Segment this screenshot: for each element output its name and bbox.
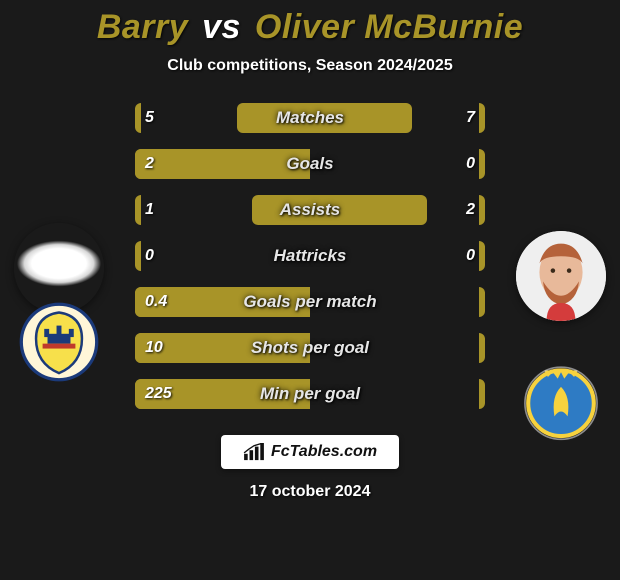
stat-label: Assists xyxy=(280,200,340,220)
stat-row: Assists 1 2 xyxy=(135,195,485,225)
stat-row: Goals 2 0 xyxy=(135,149,485,179)
stat-row: Goals per match 0.4 xyxy=(135,287,485,317)
chart-icon xyxy=(243,443,265,461)
stat-row: Min per goal 225 xyxy=(135,379,485,409)
stat-bar-edge-left xyxy=(135,379,141,409)
stat-bar-edge-left xyxy=(135,241,141,271)
stat-bar-edge-right xyxy=(479,149,485,179)
stat-bar-left-fill xyxy=(135,149,310,179)
shield-icon xyxy=(18,301,100,383)
stat-bar-edge-right xyxy=(479,379,485,409)
stat-label: Shots per goal xyxy=(251,338,369,358)
brand-badge: FcTables.com xyxy=(221,435,399,469)
stat-value-left: 225 xyxy=(145,385,172,403)
stat-bar-edge-right xyxy=(479,333,485,363)
date-text: 17 october 2024 xyxy=(250,483,371,501)
stat-bar-edge-left xyxy=(135,149,141,179)
crest-icon xyxy=(520,359,602,441)
title-vs: vs xyxy=(202,8,241,46)
page-title: Barry vs Oliver McBurnie xyxy=(97,8,523,47)
stat-bar-edge-right xyxy=(479,103,485,133)
stat-label: Min per goal xyxy=(260,384,360,404)
stat-bar-edge-left xyxy=(135,287,141,317)
stat-label: Goals per match xyxy=(243,292,376,312)
stat-value-left: 2 xyxy=(145,155,154,173)
stat-bar-edge-left xyxy=(135,195,141,225)
stat-label: Hattricks xyxy=(274,246,347,266)
title-player1: Barry xyxy=(97,8,188,46)
stat-bar-edge-right xyxy=(479,287,485,317)
stat-value-right: 0 xyxy=(466,247,475,265)
stats-area: Matches57Goals20Assists12Hattricks00Goal… xyxy=(0,103,620,409)
stat-value-left: 5 xyxy=(145,109,154,127)
stat-bar-edge-left xyxy=(135,103,141,133)
stat-label: Matches xyxy=(276,108,344,128)
stat-bar-edge-right xyxy=(479,241,485,271)
stat-value-right: 2 xyxy=(466,201,475,219)
stat-bar-edge-left xyxy=(135,333,141,363)
stat-rows: Matches57Goals20Assists12Hattricks00Goal… xyxy=(135,103,485,409)
club1-logo xyxy=(18,301,100,383)
stat-value-left: 1 xyxy=(145,201,154,219)
stat-value-left: 0 xyxy=(145,247,154,265)
stat-label: Goals xyxy=(286,154,333,174)
stat-row: Matches 5 7 xyxy=(135,103,485,133)
stat-bar-edge-right xyxy=(479,195,485,225)
club2-logo xyxy=(520,359,602,441)
face-icon xyxy=(516,231,606,321)
stat-value-left: 10 xyxy=(145,339,163,357)
title-player2: Oliver McBurnie xyxy=(255,8,523,46)
player1-avatar xyxy=(14,223,104,313)
stat-value-left: 0.4 xyxy=(145,293,167,311)
stat-value-right: 7 xyxy=(466,109,475,127)
stat-row: Hattricks 0 0 xyxy=(135,241,485,271)
brand-text: FcTables.com xyxy=(271,443,377,461)
subtitle: Club competitions, Season 2024/2025 xyxy=(167,57,452,75)
player2-avatar xyxy=(516,231,606,321)
stat-row: Shots per goal 10 xyxy=(135,333,485,363)
stat-value-right: 0 xyxy=(466,155,475,173)
comparison-card: Barry vs Oliver McBurnie Club competitio… xyxy=(0,0,620,580)
